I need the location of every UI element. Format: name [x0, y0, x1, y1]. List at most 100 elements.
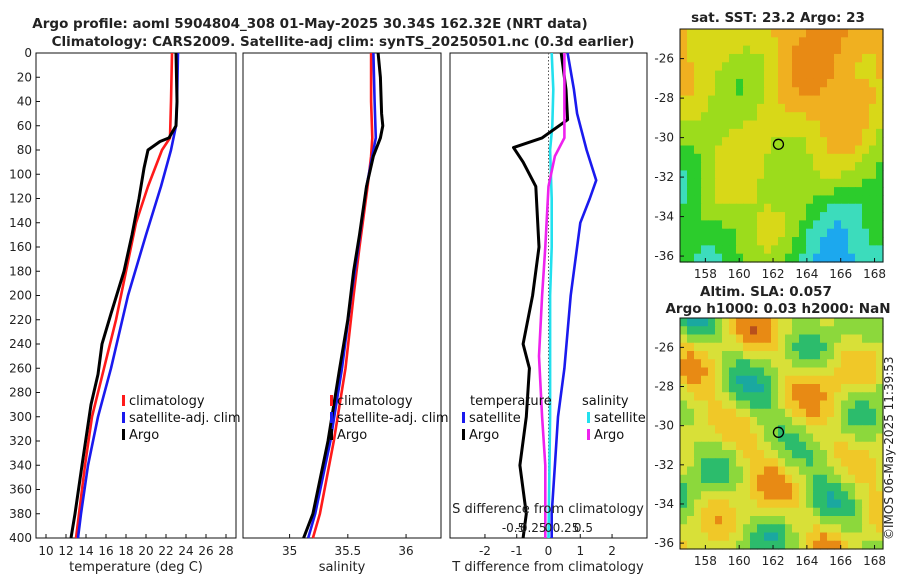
map-cell [876, 228, 884, 238]
map-cell [869, 483, 877, 492]
map-cell [876, 524, 884, 534]
map-cell [743, 187, 751, 197]
map-cell [687, 37, 695, 47]
temperature-lines [69, 52, 180, 539]
map-cell [687, 178, 695, 188]
map-cell [813, 153, 821, 163]
map-cell [869, 45, 877, 55]
map-cell [813, 499, 821, 509]
map-cell [799, 400, 807, 410]
map-cell [750, 203, 758, 213]
map-cell [792, 62, 800, 72]
map-cell [771, 516, 779, 525]
map-cell [876, 474, 884, 484]
legend-swatch-argo [122, 429, 125, 440]
map-cell [750, 112, 758, 122]
map-cell [687, 195, 695, 205]
map-cell [764, 120, 772, 130]
sla-map-title-line-1: Altim. SLA: 0.057 [700, 284, 832, 300]
map-cell [757, 87, 765, 97]
map-cell [876, 450, 884, 459]
map-cell [820, 29, 828, 38]
map-cell [757, 29, 765, 38]
map-cell [855, 474, 863, 484]
map-cell [680, 351, 688, 360]
map-cell [708, 400, 716, 410]
legend-swatch-t-satellite [462, 412, 465, 423]
map-cell [687, 458, 695, 468]
map-cell [841, 524, 849, 534]
map-cell [764, 29, 772, 38]
map-cell [687, 384, 695, 393]
map-cell [820, 220, 828, 230]
map-cell [848, 359, 856, 369]
map-cell [771, 450, 779, 459]
map-cell [876, 195, 884, 205]
map-cell [862, 334, 870, 344]
map-cell [771, 392, 779, 402]
map-cell [694, 516, 702, 525]
map-cell [771, 342, 779, 352]
map-cell [701, 433, 709, 443]
map-cell [694, 170, 702, 180]
map-cell [813, 507, 821, 517]
map-cell [680, 375, 688, 385]
map-cell [708, 128, 716, 138]
map-cell [729, 70, 737, 80]
x-tick-label: 24 [178, 544, 193, 558]
map-cell [813, 237, 821, 246]
map-cell [876, 326, 884, 336]
map-cell [764, 425, 772, 435]
map-cell [687, 532, 695, 542]
map-cell [855, 170, 863, 180]
map-cell [687, 466, 695, 476]
map-cell [687, 474, 695, 484]
map-cell [764, 384, 772, 393]
map-cell [869, 408, 877, 418]
map-cell [806, 367, 814, 377]
map-cell [827, 178, 835, 188]
map-cell [792, 334, 800, 344]
map-cell [743, 245, 751, 255]
map-cell [771, 62, 779, 72]
map-cell [869, 145, 877, 155]
map-cell [694, 78, 702, 88]
map-cell [722, 524, 730, 534]
map-cell [799, 483, 807, 492]
map-cell [680, 425, 688, 435]
map-cell [806, 433, 814, 443]
map-cell [736, 112, 744, 122]
map-cell [820, 70, 828, 80]
map-cell [736, 145, 744, 155]
map-cell [876, 375, 884, 385]
map-cell [806, 29, 814, 38]
map-cell [876, 433, 884, 443]
map-cell [680, 228, 688, 238]
map-cell [841, 253, 849, 263]
map-cell [827, 524, 835, 534]
map-cell [834, 491, 842, 501]
map-cell [799, 153, 807, 163]
map-cell [876, 128, 884, 138]
map-cell [687, 78, 695, 88]
map-cell [729, 128, 737, 138]
map-cell [757, 351, 765, 360]
map-cell [841, 516, 849, 525]
map-cell [701, 326, 709, 336]
map-cell [792, 326, 800, 336]
map-cell [813, 220, 821, 230]
map-cell [813, 178, 821, 188]
map-cell [729, 359, 737, 369]
map-cell [694, 342, 702, 352]
map-cell [722, 384, 730, 393]
map-cell [855, 220, 863, 230]
map-cell [806, 392, 814, 402]
map-cell [771, 195, 779, 205]
map-cell [701, 458, 709, 468]
map-cell [708, 540, 716, 550]
map-cell [834, 145, 842, 155]
map-cell [708, 392, 716, 402]
map-cell [743, 128, 751, 138]
map-cell [736, 326, 744, 336]
map-cell [806, 400, 814, 410]
